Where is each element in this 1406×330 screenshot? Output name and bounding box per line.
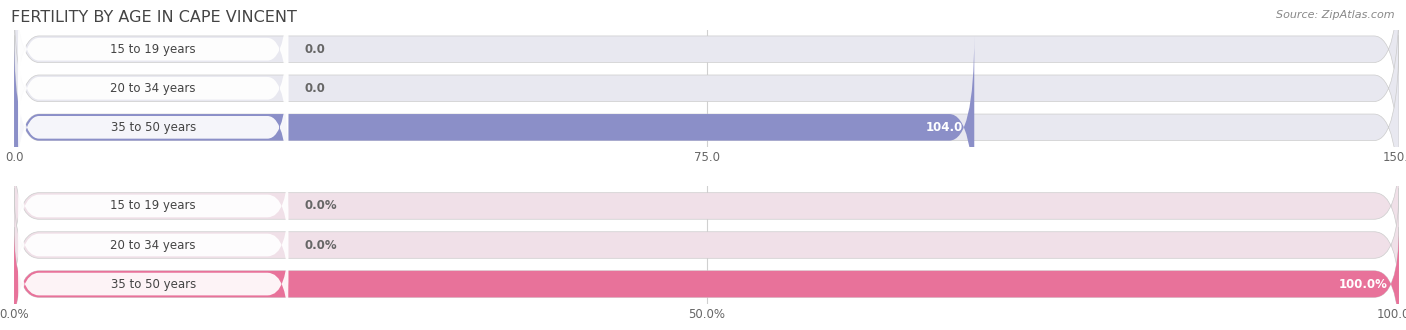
- Text: 15 to 19 years: 15 to 19 years: [111, 43, 195, 56]
- Text: 0.0%: 0.0%: [305, 199, 337, 213]
- Text: 0.0: 0.0: [305, 82, 326, 95]
- FancyBboxPatch shape: [14, 35, 1399, 219]
- FancyBboxPatch shape: [14, 35, 974, 219]
- FancyBboxPatch shape: [18, 51, 288, 204]
- FancyBboxPatch shape: [14, 188, 1399, 302]
- Text: FERTILITY BY AGE IN CAPE VINCENT: FERTILITY BY AGE IN CAPE VINCENT: [11, 10, 297, 25]
- Text: 0.0: 0.0: [305, 43, 326, 56]
- Text: Source: ZipAtlas.com: Source: ZipAtlas.com: [1277, 10, 1395, 20]
- FancyBboxPatch shape: [18, 159, 288, 253]
- Text: 20 to 34 years: 20 to 34 years: [111, 239, 195, 251]
- FancyBboxPatch shape: [18, 237, 288, 330]
- FancyBboxPatch shape: [18, 198, 288, 292]
- Text: 20 to 34 years: 20 to 34 years: [111, 82, 195, 95]
- Text: 15 to 19 years: 15 to 19 years: [111, 199, 195, 213]
- FancyBboxPatch shape: [18, 0, 288, 126]
- FancyBboxPatch shape: [18, 12, 288, 165]
- Text: 35 to 50 years: 35 to 50 years: [111, 278, 195, 291]
- FancyBboxPatch shape: [14, 227, 1399, 330]
- Text: 0.0%: 0.0%: [305, 239, 337, 251]
- Text: 104.0: 104.0: [927, 121, 963, 134]
- Text: 100.0%: 100.0%: [1339, 278, 1388, 291]
- FancyBboxPatch shape: [14, 0, 1399, 141]
- Text: 35 to 50 years: 35 to 50 years: [111, 121, 195, 134]
- FancyBboxPatch shape: [14, 227, 1399, 330]
- FancyBboxPatch shape: [14, 0, 1399, 181]
- FancyBboxPatch shape: [14, 149, 1399, 263]
